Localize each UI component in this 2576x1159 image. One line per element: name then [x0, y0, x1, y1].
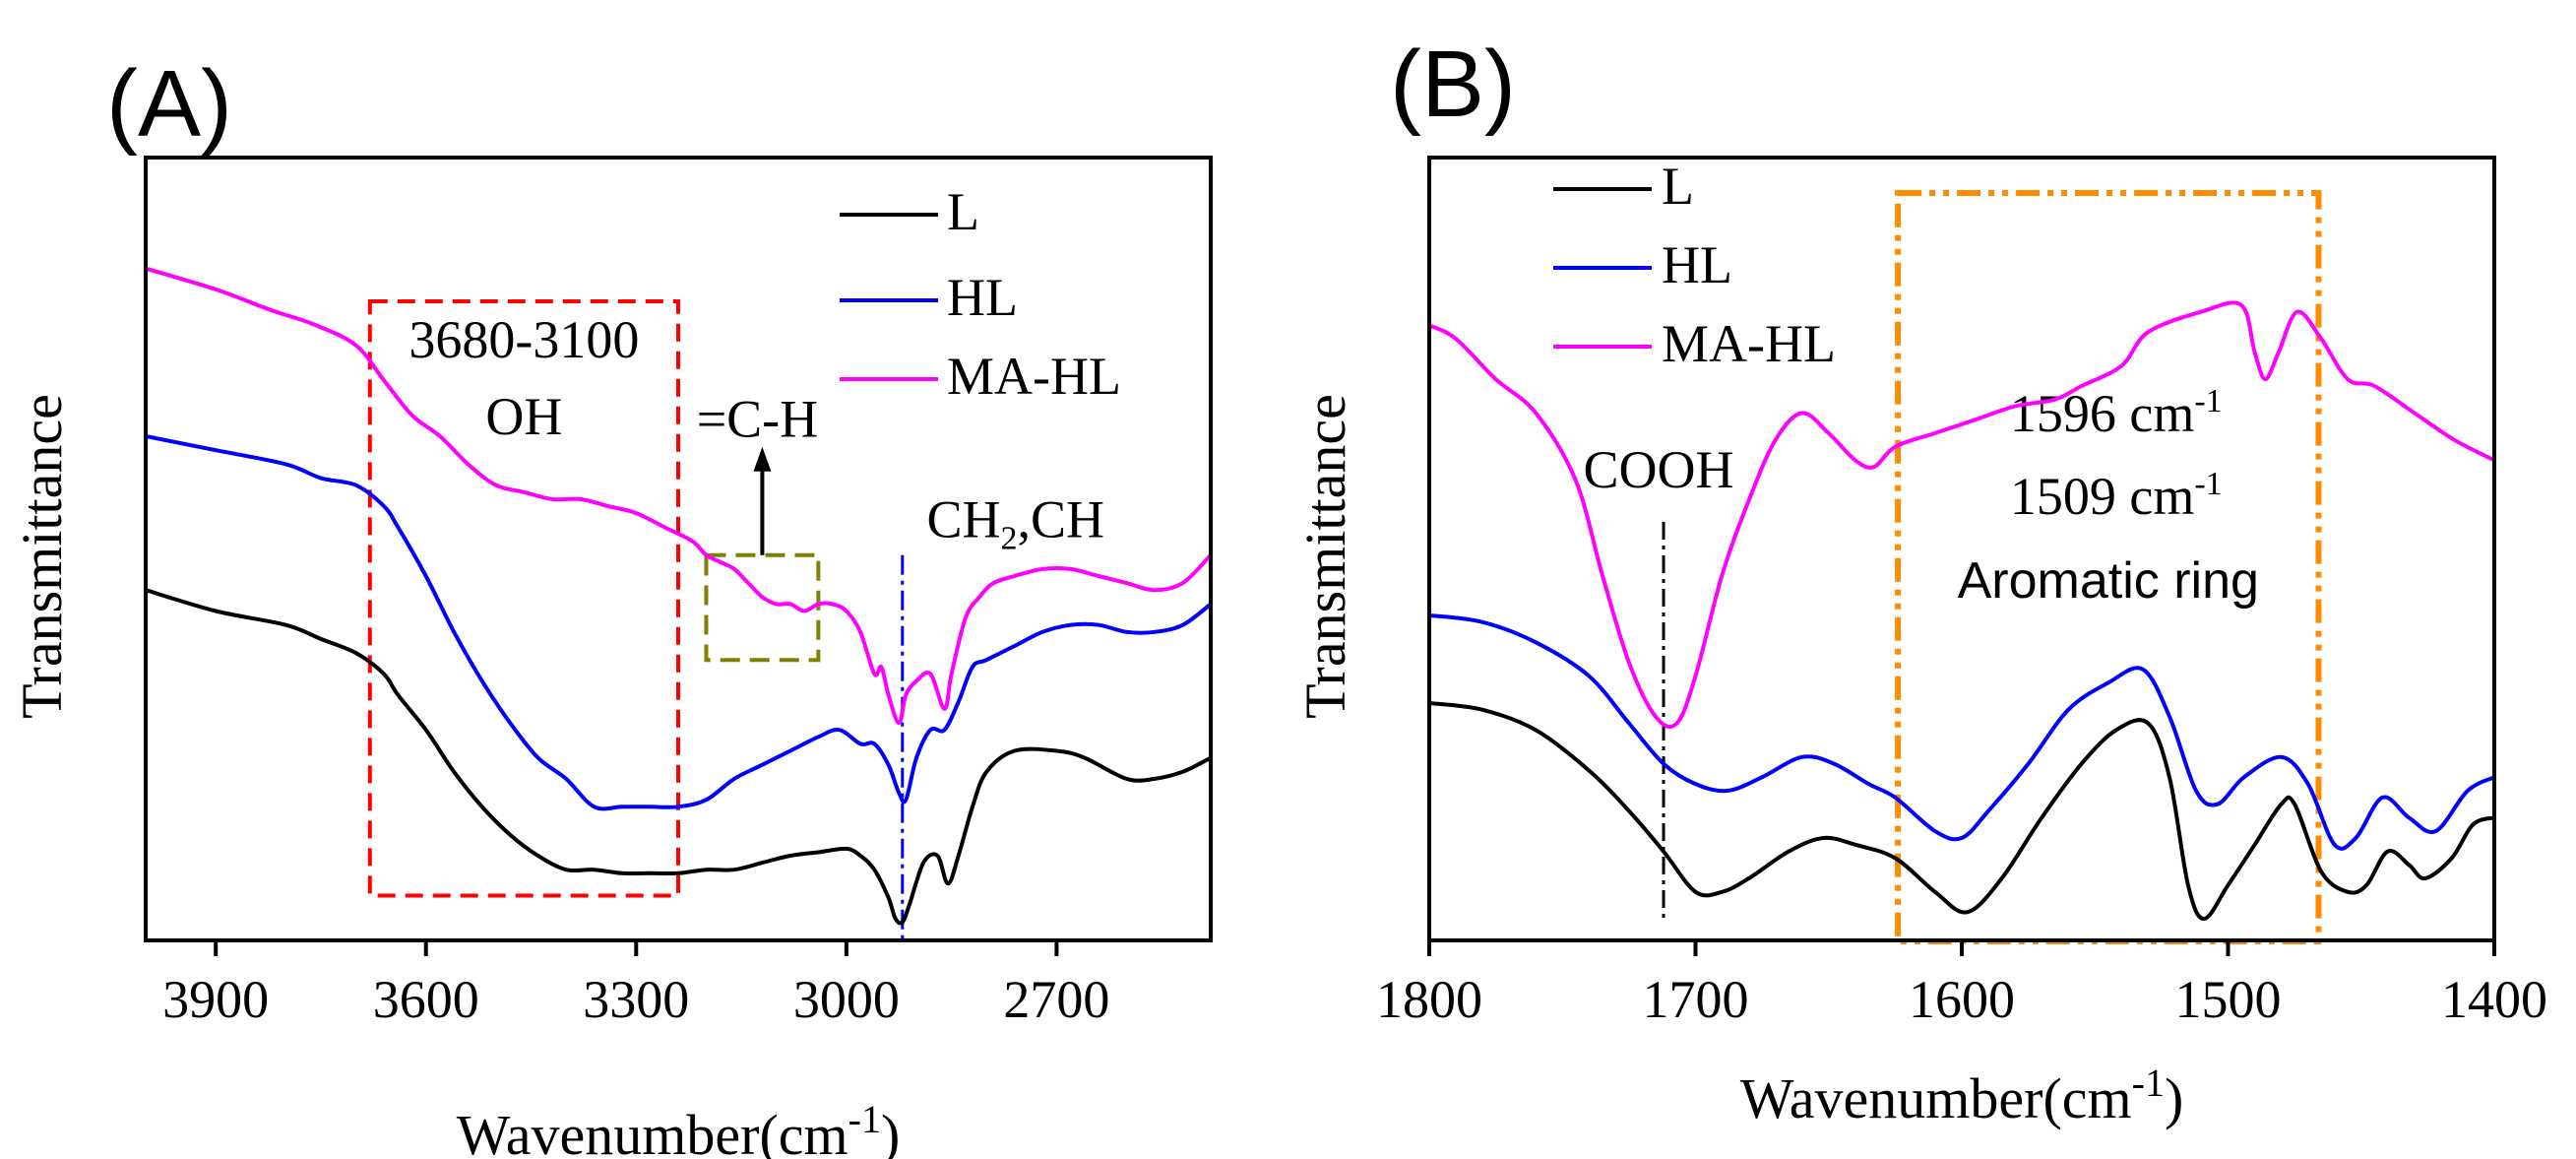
oh-region-box [367, 299, 680, 898]
x-tick-label: 3300 [583, 970, 689, 1029]
ch-arrow-head [753, 446, 772, 472]
series-ma-hl-line [1429, 300, 2494, 730]
aromatic-peak-1-label: 1596 cm-1 [2010, 383, 2223, 443]
ch2-label: CH2,CH [927, 490, 1105, 557]
panel-a-xlabel-sup: -1 [848, 1097, 881, 1141]
x-tick-label: 3000 [793, 970, 900, 1029]
panel-b-xlabel-main: Wavenumber(cm [1740, 1066, 2132, 1130]
legend-a-hl-label: HL [947, 268, 1018, 327]
panel-b-xlabel-sup: -1 [2132, 1061, 2165, 1105]
ch-region-box [704, 552, 821, 663]
panel-a-plot-frame [144, 156, 1213, 942]
legend-a-l-label: L [947, 182, 979, 241]
panel-b-xlabel-end: ) [2165, 1066, 2183, 1130]
panel-b-xlabel: Wavenumber(cm-1) [1740, 1061, 2184, 1130]
panel-a-xlabel-end: ) [881, 1103, 900, 1159]
panel-a: (A) Transmittance 3680-3100 OH =C-H CH2,… [10, 51, 1213, 1159]
legend-b-ma-hl-label: MA-HL [1662, 314, 1836, 373]
panel-b: (B) Transmittance 1596 cm-1 1509 cm-1 Ar… [1293, 32, 2547, 1130]
oh-range-label: 3680-3100 [408, 310, 639, 369]
x-tick-label: 1700 [1643, 970, 1749, 1029]
ch2-label-tail: ,CH [1018, 490, 1105, 549]
aromatic-peak-2-sup: -1 [2194, 466, 2222, 502]
panel-a-label: (A) [106, 51, 232, 157]
aromatic-peak-1-main: 1596 cm [2010, 384, 2194, 443]
oh-label: OH [485, 387, 562, 446]
panel-b-plot-frame [1427, 156, 2496, 942]
panel-b-ylabel: Transmittance [1293, 394, 1357, 719]
legend-b-hl-label: HL [1662, 235, 1732, 294]
ch2-label-sub: 2 [1001, 521, 1018, 557]
ch2-label-main: CH [927, 490, 1001, 549]
series-l-line [1429, 701, 2494, 922]
panel-a-xlabel-main: Wavenumber(cm [457, 1103, 848, 1159]
x-tick-label: 3600 [373, 970, 479, 1029]
legend-b-l-label: L [1662, 157, 1694, 216]
panel-b-label: (B) [1390, 32, 1516, 137]
series-l-line [146, 588, 1211, 926]
panel-b-x-ticks: 1800 1700 1600 1500 1400 [1376, 940, 2547, 1029]
aromatic-peak-1-sup: -1 [2194, 383, 2222, 419]
legend-a-ma-hl-label: MA-HL [947, 347, 1121, 406]
series-ma-hl-line [146, 266, 1211, 726]
panel-a-ylabel: Transmittance [10, 394, 74, 719]
x-tick-label: 3900 [162, 970, 269, 1029]
ch-label: =C-H [697, 390, 818, 449]
x-tick-label: 1800 [1376, 970, 1482, 1029]
panel-a-xlabel: Wavenumber(cm-1) [457, 1097, 901, 1159]
aromatic-peak-2-label: 1509 cm-1 [2010, 466, 2223, 526]
series-hl-line [1429, 612, 2494, 851]
series-hl-line [146, 434, 1211, 811]
x-tick-label: 1400 [2441, 970, 2547, 1029]
x-tick-label: 1600 [1909, 970, 2015, 1029]
aromatic-ring-label: Aromatic ring [1958, 552, 2259, 610]
x-tick-label: 1500 [2175, 970, 2282, 1029]
panel-a-x-ticks: 3900 3600 3300 3000 2700 [162, 940, 1109, 1029]
cooh-label: COOH [1584, 440, 1734, 499]
aromatic-peak-2-main: 1509 cm [2010, 467, 2194, 526]
x-tick-label: 2700 [1003, 970, 1109, 1029]
